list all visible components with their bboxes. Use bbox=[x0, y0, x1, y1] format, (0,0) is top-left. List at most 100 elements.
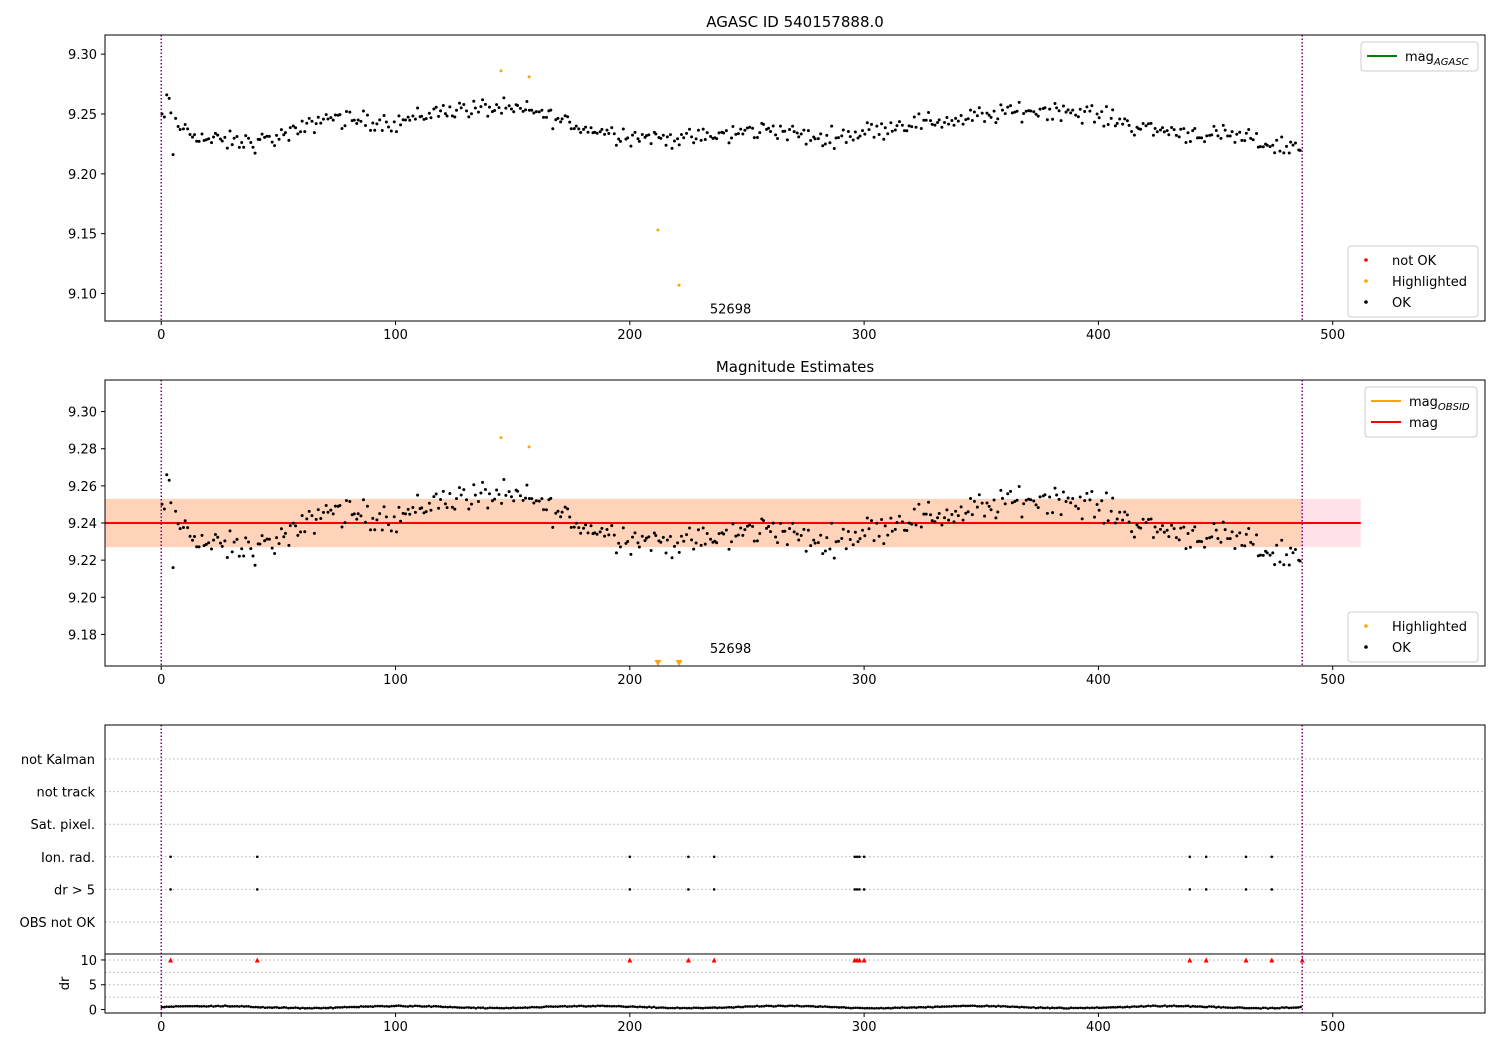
ok-point bbox=[858, 537, 862, 541]
dr-point bbox=[844, 1006, 848, 1010]
ok-point bbox=[1228, 537, 1232, 541]
dr-point bbox=[207, 1004, 211, 1008]
dr-point bbox=[509, 1006, 513, 1010]
ok-point bbox=[985, 111, 989, 115]
ok-point bbox=[551, 525, 555, 529]
dr-point bbox=[502, 1007, 506, 1010]
ok-point bbox=[1066, 496, 1070, 500]
dr-point bbox=[612, 1004, 616, 1008]
dr-point bbox=[994, 1005, 998, 1008]
ok-point bbox=[954, 509, 958, 513]
dr-point bbox=[854, 1006, 857, 1010]
dr-point bbox=[495, 1006, 499, 1010]
dr-point bbox=[952, 1004, 956, 1008]
ok-point bbox=[378, 118, 382, 122]
ok-point bbox=[220, 139, 224, 143]
ok-point bbox=[1161, 126, 1165, 130]
ok-point bbox=[629, 552, 633, 556]
ok-point bbox=[326, 117, 330, 121]
dr-point bbox=[406, 1005, 410, 1008]
dr-point bbox=[561, 1004, 564, 1008]
ok-point bbox=[1010, 111, 1014, 115]
ok-point bbox=[178, 527, 182, 531]
ok-point bbox=[258, 542, 262, 546]
dr-point bbox=[781, 1004, 785, 1008]
ok-point bbox=[191, 538, 195, 542]
dr-point bbox=[162, 1005, 166, 1009]
ok-point bbox=[549, 108, 553, 112]
ok-point bbox=[912, 115, 916, 119]
ok-point bbox=[378, 512, 382, 516]
ok-point bbox=[525, 100, 529, 104]
ok-point bbox=[178, 128, 182, 132]
ok-point bbox=[797, 135, 801, 139]
ok-point bbox=[584, 125, 588, 129]
dr-point bbox=[1224, 1006, 1227, 1009]
dr-point bbox=[1161, 1004, 1164, 1008]
dr-point bbox=[519, 1006, 522, 1010]
dr-point bbox=[488, 1006, 492, 1009]
ok-point bbox=[1153, 127, 1157, 131]
ok-point bbox=[834, 136, 838, 140]
flag-point bbox=[169, 855, 172, 859]
dr-point bbox=[793, 1004, 796, 1008]
dr-point bbox=[1097, 1006, 1101, 1010]
dr-point bbox=[858, 1006, 862, 1010]
ok-point bbox=[1106, 122, 1110, 126]
ok-point bbox=[907, 521, 911, 525]
ok-point bbox=[813, 137, 817, 141]
ok-point bbox=[870, 122, 874, 126]
dr-point bbox=[837, 1006, 841, 1009]
dr-point bbox=[1055, 1006, 1059, 1010]
ok-point bbox=[886, 533, 890, 537]
ok-point bbox=[445, 506, 449, 510]
x-tick-label: 100 bbox=[383, 328, 408, 343]
ok-point bbox=[200, 132, 204, 136]
ok-point bbox=[877, 132, 881, 136]
dr-point bbox=[331, 1006, 335, 1010]
ok-point bbox=[1010, 501, 1014, 505]
ok-point bbox=[947, 518, 951, 522]
dr-capped-marker bbox=[254, 957, 260, 963]
ok-point bbox=[739, 526, 743, 530]
y-tick-label: 9.20 bbox=[68, 591, 97, 606]
ok-point bbox=[516, 103, 520, 107]
flag-point bbox=[1244, 888, 1248, 891]
dr-point bbox=[1079, 1006, 1082, 1010]
dr-capped-marker bbox=[861, 957, 867, 963]
dr-point bbox=[587, 1004, 590, 1008]
ok-point bbox=[614, 143, 618, 147]
ok-point bbox=[577, 526, 581, 530]
dr-point bbox=[434, 1004, 438, 1008]
ok-point bbox=[1255, 132, 1259, 136]
dr-point bbox=[814, 1005, 817, 1009]
x-tick-label: 400 bbox=[1086, 328, 1111, 343]
dr-point bbox=[673, 1006, 677, 1010]
dr-point bbox=[940, 1005, 944, 1008]
ok-point bbox=[914, 125, 918, 129]
ok-point bbox=[945, 508, 949, 512]
ok-point bbox=[232, 136, 236, 140]
ok-point bbox=[277, 542, 281, 546]
dr-point bbox=[652, 1005, 656, 1009]
ok-point bbox=[696, 528, 700, 532]
ok-point bbox=[355, 121, 359, 125]
ok-point bbox=[476, 500, 480, 504]
ok-point bbox=[569, 127, 573, 131]
ok-point bbox=[260, 132, 264, 136]
ok-point bbox=[174, 116, 178, 120]
ok-point bbox=[841, 527, 845, 531]
dr-point bbox=[355, 1005, 358, 1009]
ok-point bbox=[300, 119, 304, 123]
ok-point bbox=[701, 127, 705, 131]
dr-point bbox=[366, 1005, 370, 1008]
ok-point bbox=[392, 120, 396, 124]
ok-point bbox=[631, 133, 635, 137]
ok-point bbox=[1036, 114, 1040, 118]
dr-point bbox=[912, 1005, 916, 1009]
ok-point bbox=[961, 122, 965, 126]
ok-point bbox=[751, 126, 755, 130]
dr-point bbox=[985, 1004, 988, 1007]
dr-point bbox=[647, 1005, 651, 1009]
ok-point bbox=[204, 138, 208, 142]
